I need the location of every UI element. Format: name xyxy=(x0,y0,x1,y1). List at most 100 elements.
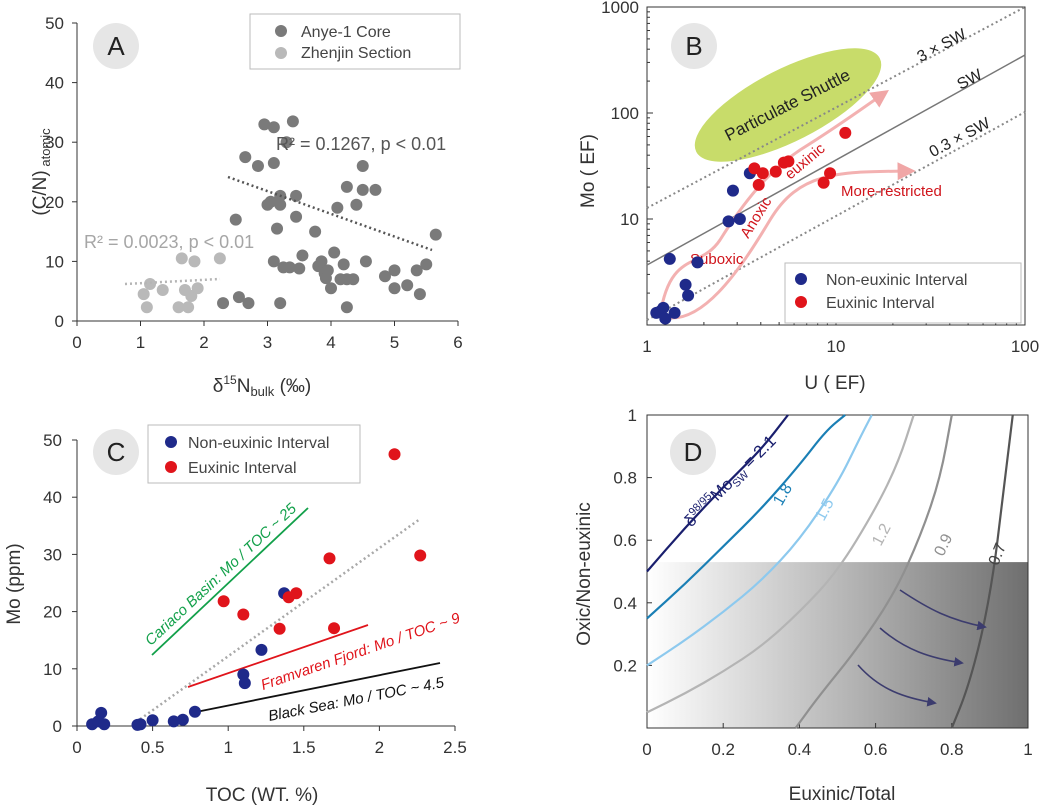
panel-c-points xyxy=(86,448,427,731)
panel-a-ytick-label: 20 xyxy=(45,193,64,212)
data-point xyxy=(679,278,692,291)
panel-d-label: D xyxy=(684,437,703,467)
series-line xyxy=(646,414,789,573)
panel-d-xlabel: Euxinic/Total xyxy=(789,784,896,805)
panel-b-label-3sw: 3 × SW xyxy=(915,26,970,66)
panel-b-legend xyxy=(784,262,1022,324)
panel-c-line-framvaren xyxy=(187,624,369,688)
data-point xyxy=(176,713,189,726)
data-point xyxy=(325,282,337,295)
data-point xyxy=(146,714,159,727)
panel-d-ylabel: Oxic/Non-euxinic xyxy=(574,502,595,646)
panel-b-arrow-restricted xyxy=(659,162,916,320)
panel-b-xtick-label: 1 xyxy=(642,337,651,356)
series-line xyxy=(646,414,846,620)
panel-b-ylabel: Mo ( EF) xyxy=(578,134,599,208)
data-point xyxy=(217,297,230,310)
data-point xyxy=(657,301,670,314)
panel-c-trend xyxy=(131,517,421,727)
data-point xyxy=(659,312,672,325)
data-point xyxy=(769,165,782,178)
panel-d-xtick-label: 0.6 xyxy=(864,740,888,759)
panel-c-xtick-label: 1 xyxy=(223,738,232,757)
panel-a-legend-marker-anye xyxy=(275,25,287,37)
panel-b-points xyxy=(650,126,852,325)
panel-b-legend-euxinic: Euxinic Interval xyxy=(826,295,935,312)
data-point xyxy=(356,183,369,196)
panel-c-line-cariaco xyxy=(151,507,309,656)
data-point xyxy=(258,118,271,131)
panel-c-ylabel: Mo (ppm) xyxy=(4,543,25,624)
data-point xyxy=(237,608,250,621)
panel-d-arrow-3 xyxy=(857,664,937,707)
panel-a-label: A xyxy=(107,31,125,61)
panel-d-xtick-label: 0.4 xyxy=(788,740,812,759)
data-point xyxy=(188,705,201,718)
data-point xyxy=(290,587,303,600)
panel-a-annotation-zhenjin: R² = 0.0023, p < 0.01 xyxy=(84,232,254,252)
data-point xyxy=(271,222,284,235)
panel-a-trend-anye xyxy=(227,175,433,252)
data-point xyxy=(328,246,341,259)
panel-a-legend xyxy=(249,13,461,70)
panel-b-line-sw xyxy=(646,54,1026,266)
data-point xyxy=(267,157,280,170)
data-point xyxy=(98,718,111,731)
panel-a-ytick-label: 10 xyxy=(45,252,64,271)
panel-b-line-3sw xyxy=(646,6,1026,209)
data-point xyxy=(156,284,169,297)
panel-c-xtick-label: 1.5 xyxy=(292,738,316,757)
data-point xyxy=(134,718,147,731)
data-point xyxy=(290,210,303,223)
panel-a-annotation-anye: R² = 0.1267, p < 0.01 xyxy=(276,134,446,154)
data-point xyxy=(280,136,293,149)
panel-a-legend-marker-zhenjin xyxy=(275,47,287,59)
data-point xyxy=(414,549,427,562)
data-point xyxy=(315,255,328,268)
data-point xyxy=(663,252,676,265)
panel-d-label-09: 0.9 xyxy=(932,531,957,558)
data-point xyxy=(296,249,309,262)
data-point xyxy=(839,126,852,139)
panel-a-xtick-label: 5 xyxy=(390,333,399,352)
panel-c-legend xyxy=(147,424,361,484)
data-point xyxy=(274,297,287,310)
data-point xyxy=(309,225,322,238)
data-point xyxy=(756,167,769,180)
data-point xyxy=(95,706,108,719)
data-point xyxy=(217,595,230,608)
data-point xyxy=(337,258,350,271)
panel-c-ytick-label: 10 xyxy=(43,660,62,679)
panel-a-ytick-label: 30 xyxy=(45,133,64,152)
data-point xyxy=(321,264,334,277)
data-point xyxy=(264,195,277,208)
series-line xyxy=(794,414,953,729)
panel-d: 0 0.2 0.4 0.6 0.8 10.20.40.60.81 δ98/95MoSW =… xyxy=(574,406,1033,805)
panel-b-ticks: 1 10 100 10 100 1000 xyxy=(601,0,1039,356)
panel-a: A 0 1 2 3 4 5 6 0 10 20 30 40 50 R² = 0.1267, p < 0.… xyxy=(30,13,463,399)
panel-b-label-suboxic: Suboxic xyxy=(690,251,744,268)
panel-b-legend-noneuxinic: Non-euxinic Interval xyxy=(826,272,967,289)
panel-b-ytick-label: 100 xyxy=(611,104,639,123)
panel-d-ytick-label: 0.4 xyxy=(613,594,637,613)
panel-c-badge xyxy=(93,429,139,475)
data-point xyxy=(175,252,188,265)
data-point xyxy=(283,261,296,274)
panel-c-ytick-label: 40 xyxy=(43,488,62,507)
panel-a-ticks: 0 1 2 3 4 5 6 0 10 20 30 40 50 xyxy=(45,14,463,352)
panel-b-xlabel: U ( EF) xyxy=(804,373,865,394)
panel-c-label: C xyxy=(107,437,126,467)
panel-a-ytick-label: 40 xyxy=(45,74,64,93)
panel-a-ylabel: (C/N) atomic xyxy=(30,128,53,216)
panel-d-ytick-label: 0.2 xyxy=(613,656,637,675)
panel-d-label-12: 1.2 xyxy=(869,521,894,549)
panel-b-ytick-label: 10 xyxy=(620,210,639,229)
panel-a-legend-zhenjin: Zhenjin Section xyxy=(301,45,411,62)
data-point xyxy=(255,643,268,656)
panel-c-legend-marker-noneuxinic xyxy=(165,436,177,448)
panel-d-shaded-region xyxy=(647,562,1028,728)
panel-a-ytick-label: 0 xyxy=(55,312,64,331)
panel-a-xlabel: δ15Nbulk (‰) xyxy=(213,373,311,399)
panel-c-xtick-label: 2 xyxy=(375,738,384,757)
data-point xyxy=(388,448,401,461)
